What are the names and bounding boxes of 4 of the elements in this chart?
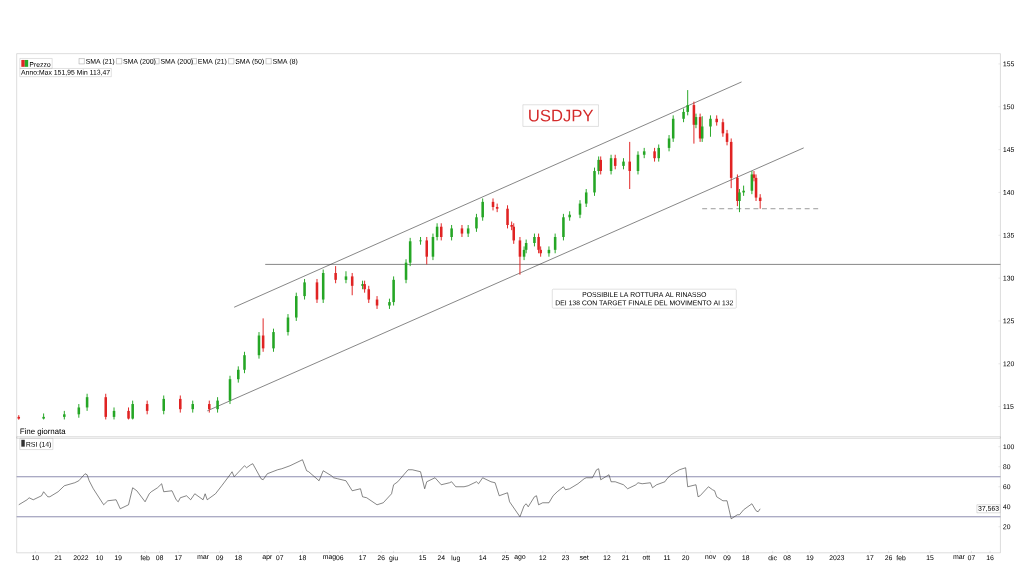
text: USDJPY xyxy=(529,109,594,122)
candlestick xyxy=(419,236,422,246)
candlestick xyxy=(42,412,45,420)
candlestick xyxy=(17,414,21,421)
